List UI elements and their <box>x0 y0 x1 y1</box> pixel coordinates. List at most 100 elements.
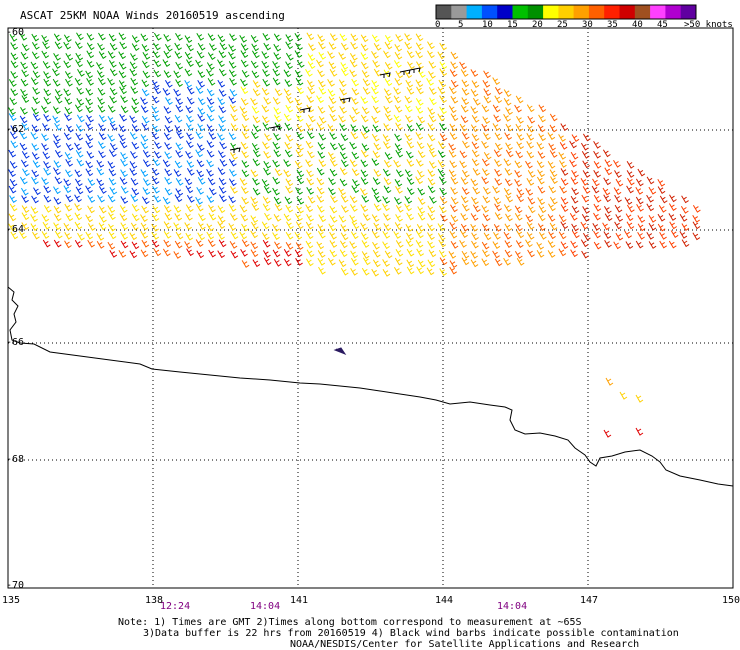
wind-barb <box>272 60 280 69</box>
wind-barb <box>152 50 161 59</box>
wind-barb <box>371 187 380 196</box>
wind-barb <box>338 52 346 60</box>
wind-barb <box>65 169 73 178</box>
wind-barb <box>318 266 326 275</box>
wind-barb <box>197 123 205 132</box>
wind-barb <box>228 222 237 231</box>
wind-barb <box>571 134 580 143</box>
wind-barb <box>549 196 558 205</box>
wind-barb <box>351 221 360 230</box>
wind-barb <box>460 195 469 204</box>
wind-barb <box>196 169 205 178</box>
wind-barb <box>42 239 51 248</box>
wind-barb <box>185 150 193 159</box>
wind-barb <box>284 149 293 158</box>
wind-barb <box>316 95 324 104</box>
wind-barb <box>228 44 236 52</box>
wind-barb <box>283 249 292 257</box>
wind-barb <box>679 231 688 239</box>
wind-barb <box>460 230 468 239</box>
lat-label-66: -66 <box>6 337 25 348</box>
wind-barb <box>96 178 105 187</box>
wind-barb <box>262 203 271 212</box>
wind-barb <box>285 178 294 187</box>
wind-barb <box>526 124 535 133</box>
wind-barb <box>483 151 492 160</box>
wind-barb <box>272 159 280 168</box>
wind-barb <box>527 115 536 124</box>
wind-barb <box>352 107 360 115</box>
wind-barb <box>439 133 448 142</box>
wind-barb <box>241 223 249 232</box>
wind-barb <box>53 53 61 61</box>
wind-barb <box>514 250 523 259</box>
wind-barb <box>240 248 248 257</box>
wind-barb <box>163 106 172 114</box>
wind-barb <box>107 241 116 250</box>
wind-barb <box>295 221 304 230</box>
wind-barb <box>97 141 106 150</box>
wind-barb <box>98 132 107 141</box>
wind-barb <box>537 169 545 178</box>
wind-barb <box>75 132 84 141</box>
wind-barb <box>174 114 183 123</box>
wind-barb <box>8 113 17 122</box>
wind-barb <box>273 149 282 158</box>
wind-barb <box>74 77 83 86</box>
wind-barb <box>251 43 259 52</box>
wind-barb <box>197 42 206 51</box>
wind-barb <box>120 169 128 178</box>
wind-barb <box>569 213 578 221</box>
wind-barb <box>85 185 93 194</box>
wind-barb <box>283 159 291 168</box>
wind-barb <box>536 141 545 150</box>
wind-barb <box>360 131 369 140</box>
wind-barb <box>196 186 204 195</box>
wind-barb <box>438 239 447 248</box>
wind-barb <box>415 132 424 140</box>
wind-barb <box>548 142 556 151</box>
wind-barb <box>217 232 225 240</box>
wind-barb <box>494 168 502 177</box>
wind-barb <box>230 231 239 240</box>
wind-barb <box>75 52 84 61</box>
wind-barb <box>494 132 503 141</box>
legend-swatch <box>497 5 513 19</box>
wind-barb <box>362 213 371 222</box>
wind-barb <box>406 87 415 95</box>
wind-barb <box>338 142 346 151</box>
wind-barb <box>142 70 151 79</box>
wind-barb <box>426 143 435 151</box>
wind-barb <box>250 131 259 140</box>
wind-barb <box>239 177 248 186</box>
wind-barb <box>273 213 282 222</box>
wind-barb <box>306 249 315 258</box>
wind-barb <box>351 168 360 177</box>
wind-barb <box>360 61 369 70</box>
wind-barb <box>383 223 392 231</box>
wind-barb <box>219 159 228 167</box>
wind-barb <box>360 52 369 61</box>
wind-barb <box>681 239 690 248</box>
wind-barb <box>504 240 513 249</box>
wind-barb <box>437 168 446 177</box>
wind-barb <box>514 179 522 187</box>
wind-barb <box>175 231 184 240</box>
wind-barb <box>109 42 118 51</box>
wind-barb <box>41 34 49 43</box>
wind-barb <box>274 168 283 177</box>
wind-barb <box>372 241 380 250</box>
wind-barb <box>241 239 250 248</box>
wind-barb <box>692 232 701 241</box>
wind-barb <box>142 150 151 158</box>
wind-barb <box>383 213 391 221</box>
wind-barb <box>263 150 271 159</box>
wind-barb <box>173 251 182 259</box>
wind-barb <box>349 241 357 249</box>
wind-barb <box>153 141 162 150</box>
wind-barb <box>339 249 348 258</box>
wind-barb <box>208 212 217 221</box>
wind-barb <box>306 177 315 186</box>
graticule <box>8 28 733 588</box>
wind-barb <box>416 248 424 257</box>
